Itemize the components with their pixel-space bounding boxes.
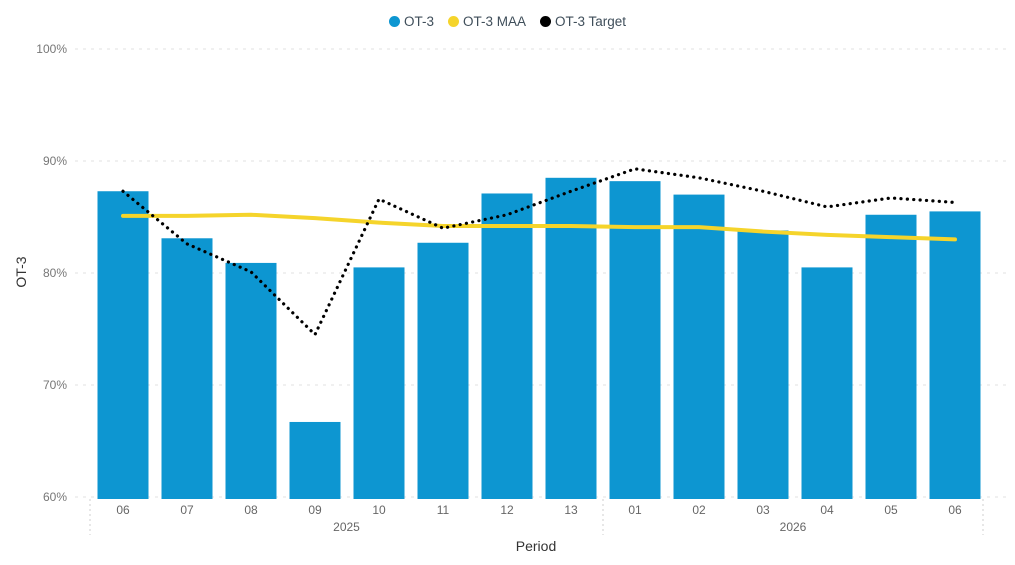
bar-ot-3-01[interactable]	[609, 181, 661, 499]
legend: OT-3 OT-3 MAA OT-3 Target	[0, 14, 1015, 29]
bar-ot-3-05[interactable]	[865, 214, 917, 499]
y-tick-label: 90%	[43, 154, 67, 168]
x-tick-label: 13	[564, 503, 578, 517]
x-tick-label: 07	[180, 503, 194, 517]
legend-dot-ot3-maa-icon	[447, 16, 459, 27]
bar-ot-3-11[interactable]	[417, 242, 469, 499]
legend-item-label: OT-3	[403, 14, 434, 29]
legend-item-label: OT-3 MAA	[462, 14, 526, 29]
x-tick-label: 04	[820, 503, 834, 517]
bar-ot-3-02[interactable]	[673, 194, 725, 499]
bar-ot-3-08[interactable]	[225, 262, 277, 499]
bar-ot-3-04[interactable]	[801, 267, 853, 499]
x-tick-label: 05	[884, 503, 898, 517]
y-tick-label: 80%	[43, 266, 67, 280]
x-tick-label: 01	[628, 503, 642, 517]
bar-ot-3-06[interactable]	[97, 191, 149, 500]
bar-ot-3-03[interactable]	[737, 230, 789, 499]
x-tick-label: 11	[437, 503, 450, 517]
x-tick-label: 10	[372, 503, 386, 517]
year-label: 2025	[333, 520, 360, 534]
y-tick-label: 100%	[36, 42, 67, 56]
legend-item-ot3-target[interactable]: OT-3 Target	[539, 14, 627, 29]
x-tick-label: 06	[116, 503, 130, 517]
legend-item-label: OT-3 Target	[554, 14, 627, 29]
maa-line	[121, 212, 957, 242]
y-tick-label: 70%	[43, 378, 67, 392]
bar-ot-3-06[interactable]	[929, 211, 981, 499]
x-tick-label: 02	[692, 503, 706, 517]
legend-dot-ot3-icon	[388, 16, 400, 27]
target-line	[121, 167, 957, 337]
x-axis-title: Period	[515, 538, 557, 554]
x-tick-label: 09	[308, 503, 322, 517]
x-tick-label: 12	[500, 503, 514, 517]
legend-item-ot3-maa[interactable]: OT-3 MAA	[447, 14, 526, 29]
bar-ot-3-07[interactable]	[161, 238, 213, 499]
bar-ot-3-12[interactable]	[481, 193, 533, 500]
bar-ot-3-09[interactable]	[289, 421, 341, 499]
x-tick-label: 06	[948, 503, 962, 517]
x-tick-label: 03	[756, 503, 770, 517]
y-tick-label: 60%	[43, 490, 67, 504]
year-label: 2026	[780, 520, 807, 534]
legend-item-ot3[interactable]: OT-3	[388, 14, 434, 29]
x-tick-label: 08	[244, 503, 258, 517]
bar-ot-3-10[interactable]	[353, 267, 405, 499]
legend-dot-ot3-target-icon	[539, 16, 551, 27]
bar-ot-3-13[interactable]	[545, 177, 597, 500]
